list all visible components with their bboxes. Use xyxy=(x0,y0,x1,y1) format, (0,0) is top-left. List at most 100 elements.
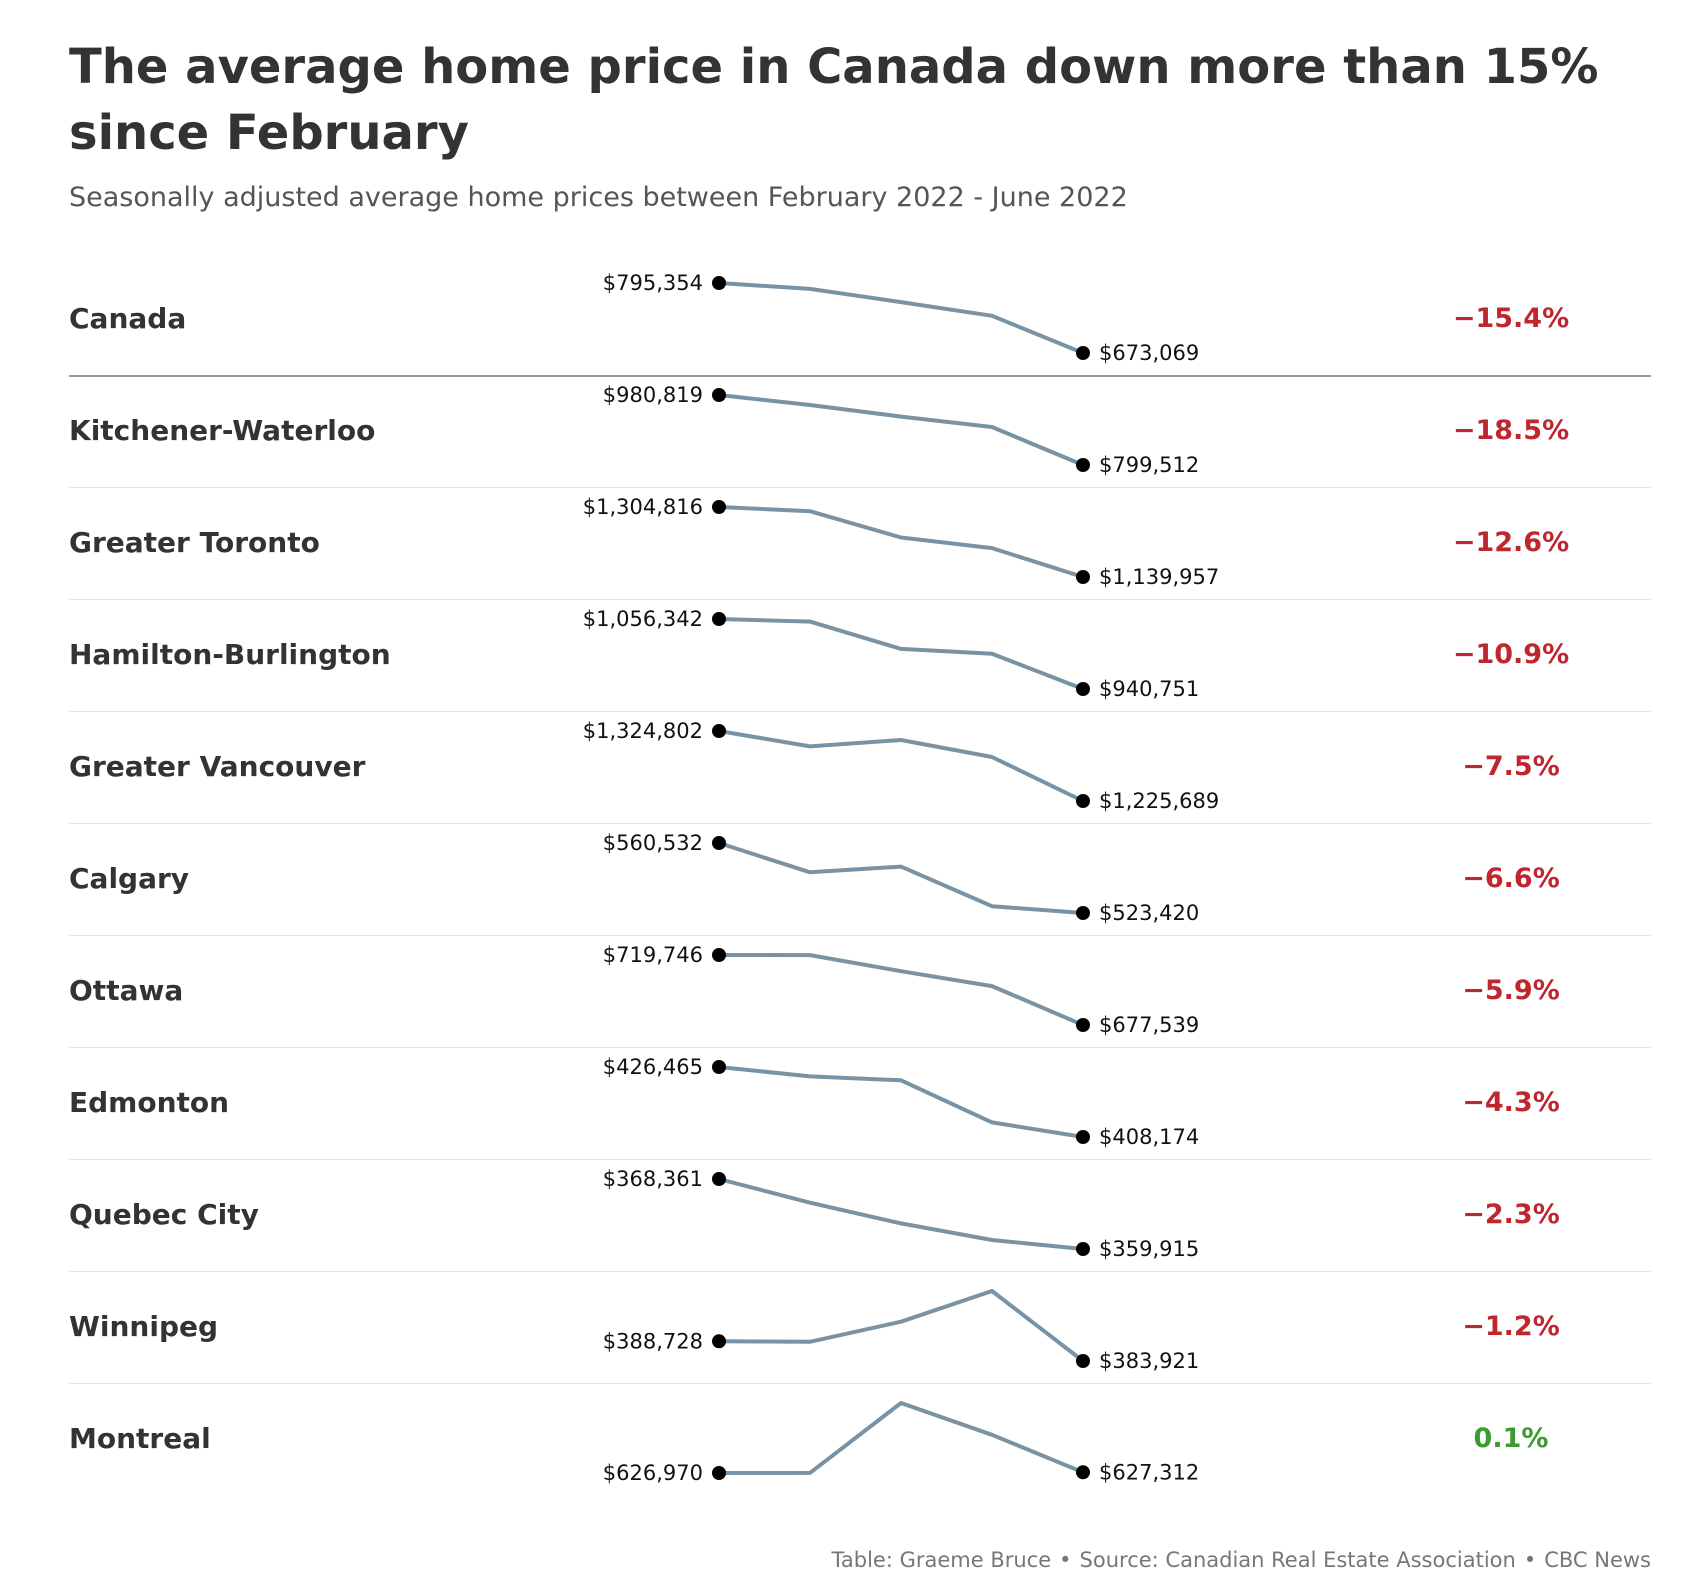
region-name: Winnipeg xyxy=(69,1310,219,1343)
end-point xyxy=(1076,682,1090,696)
percent-change: −10.9% xyxy=(1452,639,1570,670)
percent-change: −1.2% xyxy=(1462,1311,1560,1342)
series-line xyxy=(717,953,1085,1027)
region-name: Hamilton-Burlington xyxy=(69,638,391,671)
table-row: Greater Vancouver −7.5% $1,324,802 $1,225,6… xyxy=(69,711,1651,824)
table-row: Quebec City −2.3% $368,361 $359,915 xyxy=(69,1159,1651,1272)
percent-change: −5.9% xyxy=(1462,975,1560,1006)
end-value-label: $523,420 xyxy=(1099,901,1199,925)
start-value-label: $1,324,802 xyxy=(583,719,703,743)
end-point xyxy=(1076,570,1090,584)
end-point xyxy=(1076,794,1090,808)
sparkline: $980,819 $799,512 xyxy=(603,383,1199,477)
start-value-label: $980,819 xyxy=(603,383,703,407)
table-row: Edmonton −4.3% $426,465 $408,174 xyxy=(69,1047,1651,1160)
region-name: Edmonton xyxy=(69,1086,230,1119)
series-line xyxy=(717,1401,1085,1475)
start-point xyxy=(712,1334,726,1349)
region-name: Greater Toronto xyxy=(69,526,320,559)
end-point xyxy=(1076,1465,1090,1480)
region-name: Greater Vancouver xyxy=(69,750,366,783)
end-point xyxy=(1076,1018,1090,1032)
percent-change: −6.6% xyxy=(1462,863,1560,894)
start-value-label: $719,746 xyxy=(603,943,703,967)
end-value-label: $359,915 xyxy=(1099,1237,1199,1261)
start-value-label: $388,728 xyxy=(603,1329,703,1353)
table-row: Ottawa −5.9% $719,746 $677,539 xyxy=(69,935,1651,1048)
series-line xyxy=(717,729,1085,803)
series-line xyxy=(717,1177,1085,1251)
start-point xyxy=(712,1466,726,1480)
sparkline: $368,361 $359,915 xyxy=(603,1167,1199,1261)
percent-change: −18.5% xyxy=(1452,415,1570,446)
end-value-label: $408,174 xyxy=(1099,1125,1199,1149)
start-value-label: $368,361 xyxy=(603,1167,703,1191)
sparkline: $560,532 $523,420 xyxy=(603,831,1199,925)
start-point xyxy=(712,388,726,402)
start-value-label: $560,532 xyxy=(603,831,703,855)
table-row: Hamilton-Burlington −10.9% $1,056,342 $940,… xyxy=(69,599,1651,712)
region-name: Kitchener-Waterloo xyxy=(69,414,376,447)
sparkline: $426,465 $408,174 xyxy=(603,1055,1199,1149)
start-point xyxy=(712,836,726,850)
series-line xyxy=(717,841,1085,915)
chart-title: The average home price in Canada down mo… xyxy=(69,39,1599,161)
region-name: Montreal xyxy=(69,1422,211,1455)
end-value-label: $627,312 xyxy=(1099,1460,1199,1484)
region-name: Calgary xyxy=(69,862,190,895)
publisher-credit: CBC News xyxy=(1544,1548,1651,1572)
table-row: Greater Toronto −12.6% $1,304,816 $1,139,95… xyxy=(69,487,1651,600)
end-point xyxy=(1076,346,1090,360)
table-row: Canada −15.4% $795,354 $673,069 xyxy=(69,263,1651,377)
footer-separator: • xyxy=(1059,1548,1072,1572)
chart-subtitle: Seasonally adjusted average home prices … xyxy=(69,182,1128,213)
region-name: Canada xyxy=(69,302,187,335)
start-point xyxy=(712,948,726,962)
end-value-label: $383,921 xyxy=(1099,1349,1199,1373)
end-point xyxy=(1076,1354,1090,1368)
start-value-label: $795,354 xyxy=(603,271,703,295)
table-row: Winnipeg −1.2% $388,728 $383,921 xyxy=(69,1271,1651,1384)
start-value-label: $626,970 xyxy=(603,1461,703,1485)
region-name: Quebec City xyxy=(69,1198,259,1231)
end-value-label: $799,512 xyxy=(1099,453,1199,477)
end-value-label: $677,539 xyxy=(1099,1013,1199,1037)
sparkline: $1,056,342 $940,751 xyxy=(583,607,1199,701)
sparkline: $719,746 $677,539 xyxy=(603,943,1199,1037)
series-line xyxy=(717,1289,1085,1363)
percent-change: −4.3% xyxy=(1462,1087,1560,1118)
end-point xyxy=(1076,458,1090,472)
series-line xyxy=(717,281,1085,355)
end-value-label: $673,069 xyxy=(1099,341,1199,365)
start-value-label: $426,465 xyxy=(603,1055,703,1079)
table-row: Montreal 0.1% $626,970 $627,312 xyxy=(69,1383,1651,1495)
percent-change: −15.4% xyxy=(1452,303,1570,334)
table-credit: Table: Graeme Bruce xyxy=(831,1548,1052,1572)
sparkline: $388,728 $383,921 xyxy=(603,1289,1199,1373)
sparkline: $795,354 $673,069 xyxy=(603,271,1199,365)
percent-change: −2.3% xyxy=(1462,1199,1560,1230)
region-name: Ottawa xyxy=(69,974,184,1007)
percent-change: −12.6% xyxy=(1452,527,1570,558)
footer-separator: • xyxy=(1523,1548,1537,1572)
series-line xyxy=(717,1065,1085,1139)
series-line xyxy=(717,617,1085,691)
table-row: Kitchener-Waterloo −18.5% $980,819 $799,512 xyxy=(69,375,1651,488)
start-value-label: $1,304,816 xyxy=(583,495,703,519)
start-value-label: $1,056,342 xyxy=(583,607,703,631)
percent-change: −7.5% xyxy=(1462,751,1560,782)
sparkline: $1,304,816 $1,139,957 xyxy=(583,495,1220,589)
end-value-label: $940,751 xyxy=(1099,677,1199,701)
percent-change: 0.1% xyxy=(1473,1423,1549,1454)
end-point xyxy=(1076,906,1090,920)
sparkline: $1,324,802 $1,225,689 xyxy=(583,719,1220,813)
start-point xyxy=(712,500,726,514)
start-point xyxy=(712,1172,726,1186)
start-point xyxy=(712,276,726,290)
end-point xyxy=(1076,1242,1090,1256)
end-point xyxy=(1076,1130,1090,1144)
table-row: Calgary −6.6% $560,532 $523,420 xyxy=(69,823,1651,936)
end-value-label: $1,139,957 xyxy=(1099,565,1219,589)
series-line xyxy=(717,505,1085,579)
end-value-label: $1,225,689 xyxy=(1099,789,1219,813)
